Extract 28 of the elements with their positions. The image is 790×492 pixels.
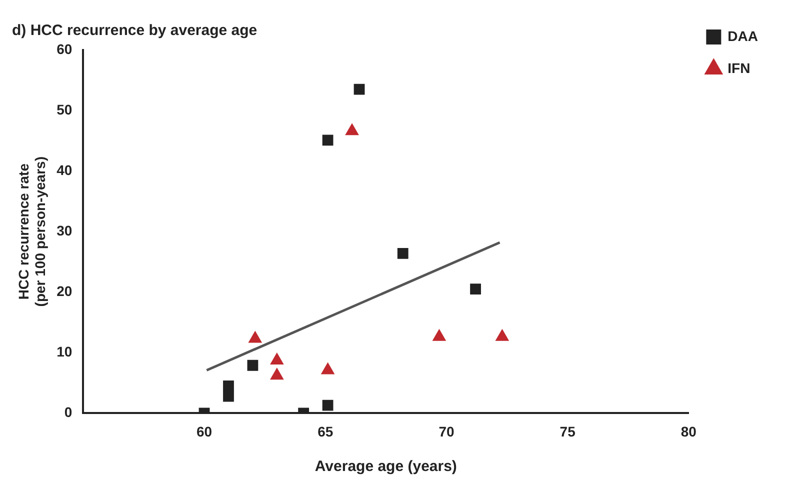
x-tick-label: 60 xyxy=(196,423,212,440)
x-tick-label: 70 xyxy=(438,423,454,440)
y-tick-label: 50 xyxy=(56,101,72,118)
point xyxy=(354,84,365,95)
point xyxy=(248,331,262,343)
x-axis-title: Average age (years) xyxy=(314,458,457,476)
x-tick-label: 65 xyxy=(318,423,334,440)
point xyxy=(270,353,284,365)
y-axis-title: HCC recurrence rate (per 100 person-years) xyxy=(15,156,48,307)
y-tick-label: 20 xyxy=(56,282,72,299)
x-tick-label: 80 xyxy=(680,423,697,440)
point xyxy=(496,329,509,341)
point xyxy=(322,134,334,146)
x-tick-label: 75 xyxy=(560,423,576,440)
legend-label: DAA xyxy=(728,28,758,44)
point xyxy=(321,362,334,374)
point xyxy=(397,248,408,259)
chart-title: d) HCC recurrence by average age xyxy=(12,22,258,40)
point xyxy=(345,124,359,136)
point xyxy=(432,329,446,341)
y-tick-label: 40 xyxy=(56,162,72,178)
point xyxy=(470,284,481,295)
y-tick-label: 30 xyxy=(56,222,72,238)
y-tick-label: 0 xyxy=(64,404,72,420)
legend-label: IFN xyxy=(728,60,750,76)
point xyxy=(270,368,284,380)
y-tick-label: 10 xyxy=(56,344,72,360)
y-tick-label: 60 xyxy=(56,40,72,57)
